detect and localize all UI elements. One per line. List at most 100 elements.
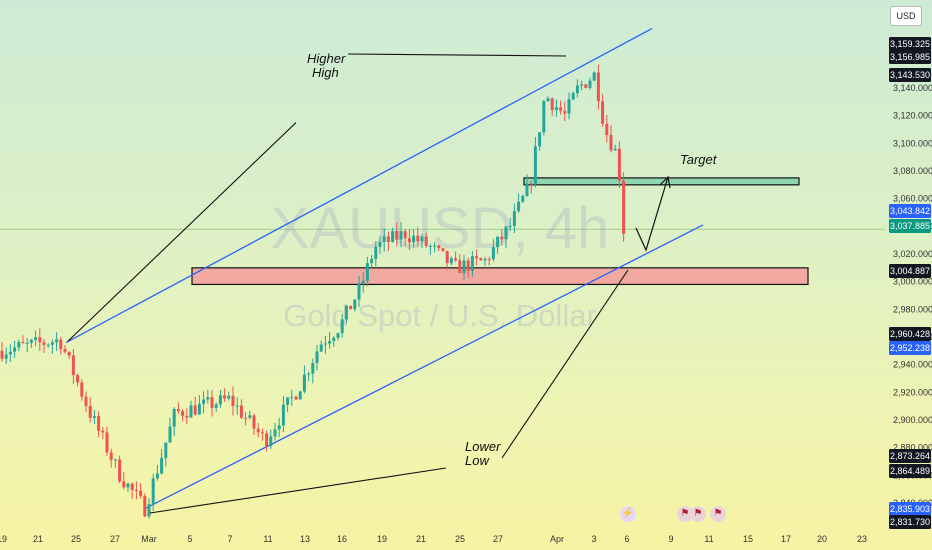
- candle-body: [554, 107, 558, 110]
- candle-body: [592, 72, 596, 81]
- candle-body: [277, 425, 281, 430]
- candle-body: [504, 226, 508, 240]
- candle-body: [0, 350, 4, 359]
- price-label: 2,952.238: [890, 343, 930, 353]
- target-path-arrow: [635, 176, 669, 252]
- price-label: 3,004.887: [890, 266, 930, 276]
- price-label: 3,156.985: [890, 52, 930, 62]
- candle-body: [441, 248, 445, 251]
- candle-body: [491, 247, 495, 260]
- candle-body: [466, 260, 470, 271]
- candle-body: [546, 98, 550, 102]
- candle-body: [147, 504, 151, 517]
- candle-body: [374, 246, 378, 260]
- channel-lower-line[interactable]: [144, 224, 704, 510]
- candle-body: [139, 490, 143, 496]
- candle-body: [470, 256, 474, 271]
- y-axis-tick-label: 3,100.000: [893, 138, 932, 148]
- candle-body: [13, 347, 17, 352]
- candle-body: [109, 452, 113, 460]
- support-zone[interactable]: [191, 267, 809, 286]
- y-axis-tick-label: 3,120.000: [893, 111, 932, 121]
- candle-body: [181, 411, 185, 416]
- us-flag-event-icon[interactable]: ⚑: [677, 506, 693, 522]
- candle-body: [55, 339, 59, 343]
- candle-body: [357, 283, 361, 300]
- candle-body: [328, 341, 332, 344]
- us-flag-event-icon[interactable]: ⚑: [710, 506, 726, 522]
- candle-body: [605, 123, 609, 135]
- us-flag-event-icon[interactable]: ⚑: [690, 506, 706, 522]
- candle-body: [487, 259, 491, 261]
- candle-body: [46, 344, 50, 346]
- candle-body: [508, 225, 512, 227]
- candle-body: [244, 417, 248, 419]
- higher-high-label: Higher: [307, 51, 346, 66]
- candle-body: [588, 80, 592, 88]
- x-axis-tick-label: 25: [455, 534, 465, 544]
- candle-body: [563, 110, 567, 114]
- candle-body: [21, 342, 25, 344]
- currency-selector[interactable]: USD: [890, 6, 922, 26]
- candle-body: [210, 397, 214, 408]
- candle-body: [521, 196, 525, 202]
- price-label-tag: [889, 264, 931, 278]
- x-axis-tick-label: 21: [33, 534, 43, 544]
- price-label-tag: [889, 341, 931, 355]
- y-axis-tick-label: 2,880.000: [893, 443, 932, 453]
- x-axis-tick-label: 25: [71, 534, 81, 544]
- y-axis-tick-label: 2,940.000: [893, 360, 932, 370]
- x-axis-tick-label: 13: [300, 534, 310, 544]
- price-label-tag: [889, 68, 931, 82]
- target-zone[interactable]: [523, 177, 800, 186]
- candle-body: [550, 98, 554, 110]
- price-label-tag: [889, 327, 931, 341]
- price-label: 3,159.325: [890, 39, 930, 49]
- price-label-tag: [889, 50, 931, 64]
- x-axis-tick-label: 15: [743, 534, 753, 544]
- candle-body: [84, 396, 88, 407]
- candle-body: [302, 374, 306, 392]
- higher-high-pointer: [347, 53, 567, 57]
- candle-body: [344, 305, 348, 320]
- candle-body: [71, 355, 75, 376]
- candle-body: [143, 495, 147, 517]
- candle-body: [281, 404, 285, 426]
- candle-body: [50, 342, 54, 345]
- candle-body: [92, 416, 96, 418]
- candle-body: [273, 429, 277, 437]
- candle-body: [252, 415, 256, 429]
- price-label-tag: [889, 464, 931, 478]
- candle-body: [25, 342, 29, 344]
- candle-body: [361, 280, 365, 284]
- dividend-event-icon[interactable]: ⚡: [620, 506, 636, 522]
- x-axis-tick-label: 19: [0, 534, 7, 544]
- candle-body: [223, 395, 227, 399]
- candle-body: [202, 399, 206, 404]
- candle-body: [239, 405, 243, 418]
- candle-body: [193, 405, 197, 415]
- price-label-tag: [889, 37, 931, 51]
- candle-body: [517, 201, 521, 212]
- candle-body: [496, 236, 500, 248]
- candle-body: [17, 342, 21, 348]
- x-axis-tick-label: 6: [624, 534, 629, 544]
- candle-body: [88, 406, 92, 418]
- candle-body: [475, 256, 479, 259]
- price-label-tag: [889, 449, 931, 463]
- x-axis-tick-label: Apr: [550, 534, 564, 544]
- candle-body: [391, 231, 395, 242]
- candle-body: [101, 430, 105, 433]
- x-axis-tick-label: 16: [337, 534, 347, 544]
- candle-body: [622, 180, 626, 234]
- x-axis-tick-label: 17: [781, 534, 791, 544]
- candle-body: [151, 478, 155, 505]
- candle-body: [386, 236, 390, 242]
- channel-upper-line[interactable]: [65, 27, 653, 344]
- candle-body: [298, 391, 302, 400]
- x-axis-tick-label: 21: [416, 534, 426, 544]
- x-axis-tick-label: 3: [591, 534, 596, 544]
- candle-body: [59, 339, 63, 350]
